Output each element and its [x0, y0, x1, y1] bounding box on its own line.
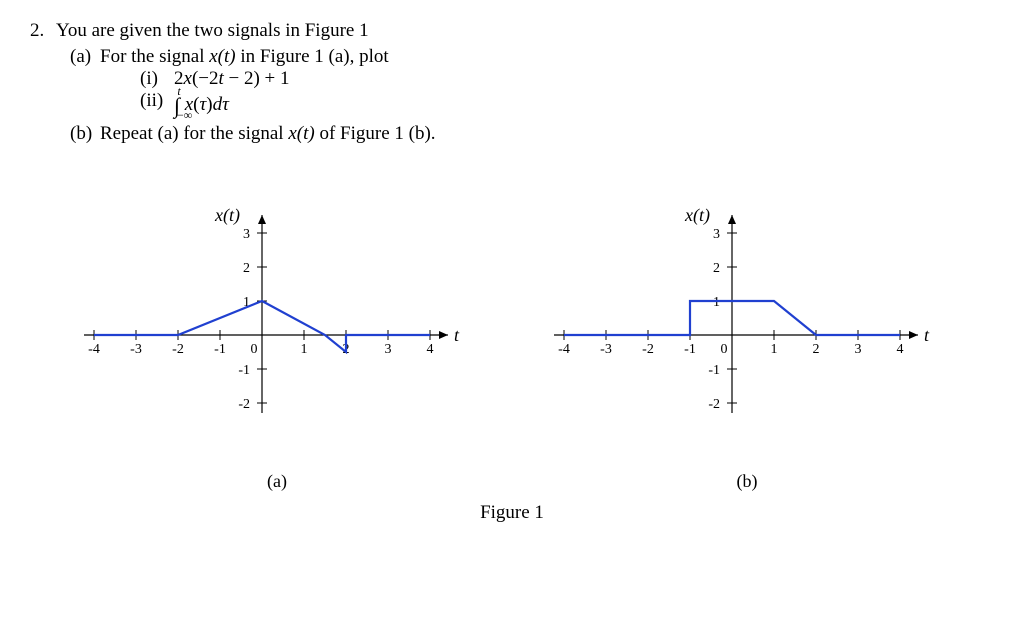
subpart-i-label: (i): [140, 68, 174, 90]
subpart-ii-label: (ii): [140, 90, 174, 112]
svg-text:2: 2: [813, 342, 820, 357]
svg-text:t: t: [924, 325, 930, 345]
part-a-text: For the signal x(t) in Figure 1 (a), plo…: [100, 46, 389, 68]
subpart-ii: (ii) ∫−∞tx(τ)dτ: [140, 90, 994, 119]
svg-text:-1: -1: [214, 342, 226, 357]
svg-text:3: 3: [713, 227, 720, 242]
int-lower: −∞: [177, 108, 192, 122]
int-upper: t: [177, 84, 180, 98]
plot-b-label: (b): [737, 471, 758, 492]
problem-intro: You are given the two signals in Figure …: [56, 20, 369, 42]
part-b-signal: x(t): [288, 123, 314, 144]
svg-text:4: 4: [897, 342, 904, 357]
svg-text:3: 3: [385, 342, 392, 357]
plots-row: -4-3-2-101234-2-1123x(t)t (a) -4-3-2-101…: [62, 185, 962, 492]
svg-text:-3: -3: [600, 342, 612, 357]
svg-text:1: 1: [301, 342, 308, 357]
svg-text:x(t): x(t): [214, 205, 240, 226]
svg-text:t: t: [454, 325, 460, 345]
part-b: (b) Repeat (a) for the signal x(t) of Fi…: [70, 123, 994, 145]
part-b-suffix: of Figure 1 (b).: [315, 123, 436, 144]
part-b-label: (b): [70, 123, 100, 145]
svg-text:0: 0: [721, 342, 728, 357]
svg-text:2: 2: [243, 261, 250, 276]
plot-a-svg: -4-3-2-101234-2-1123x(t)t: [62, 185, 492, 465]
plot-a-wrap: -4-3-2-101234-2-1123x(t)t (a): [62, 185, 492, 492]
svg-text:1: 1: [713, 295, 720, 310]
svg-text:3: 3: [855, 342, 862, 357]
svg-text:4: 4: [427, 342, 434, 357]
plot-b-wrap: -4-3-2-101234-2-1123x(t)t (b): [532, 185, 962, 492]
svg-text:-2: -2: [172, 342, 184, 357]
svg-text:-3: -3: [130, 342, 142, 357]
svg-text:-4: -4: [88, 342, 100, 357]
part-a-signal: x(t): [209, 46, 235, 67]
svg-text:-2: -2: [708, 397, 720, 412]
svg-text:-1: -1: [708, 363, 720, 378]
part-b-prefix: Repeat (a) for the signal: [100, 123, 288, 144]
svg-text:2: 2: [713, 261, 720, 276]
problem-number: 2.: [30, 20, 56, 42]
svg-text:-4: -4: [558, 342, 570, 357]
part-b-text: Repeat (a) for the signal x(t) of Figure…: [100, 123, 436, 145]
part-a-label: (a): [70, 46, 100, 68]
subpart-i: (i) 2x(−2t − 2) + 1: [140, 68, 994, 90]
plot-a-label: (a): [267, 471, 287, 492]
part-a: (a) For the signal x(t) in Figure 1 (a),…: [70, 46, 994, 68]
svg-text:3: 3: [243, 227, 250, 242]
svg-text:-1: -1: [238, 363, 250, 378]
subparts-a: (i) 2x(−2t − 2) + 1 (ii) ∫−∞tx(τ)dτ: [140, 68, 994, 119]
svg-text:1: 1: [771, 342, 778, 357]
subpart-ii-expr: ∫−∞tx(τ)dτ: [174, 90, 229, 119]
subpart-i-expr: 2x(−2t − 2) + 1: [174, 68, 290, 90]
figure-caption: Figure 1: [480, 502, 544, 524]
part-a-prefix: For the signal: [100, 46, 209, 67]
svg-text:x(t): x(t): [684, 205, 710, 226]
plot-b-svg: -4-3-2-101234-2-1123x(t)t: [532, 185, 962, 465]
svg-text:0: 0: [251, 342, 258, 357]
svg-text:-2: -2: [642, 342, 654, 357]
part-a-mid: in Figure 1 (a), plot: [236, 46, 389, 67]
svg-text:-1: -1: [684, 342, 696, 357]
figure-area: -4-3-2-101234-2-1123x(t)t (a) -4-3-2-101…: [30, 185, 994, 524]
parts-container: (a) For the signal x(t) in Figure 1 (a),…: [70, 46, 994, 145]
problem-root: 2. You are given the two signals in Figu…: [30, 20, 994, 42]
svg-text:-2: -2: [238, 397, 250, 412]
